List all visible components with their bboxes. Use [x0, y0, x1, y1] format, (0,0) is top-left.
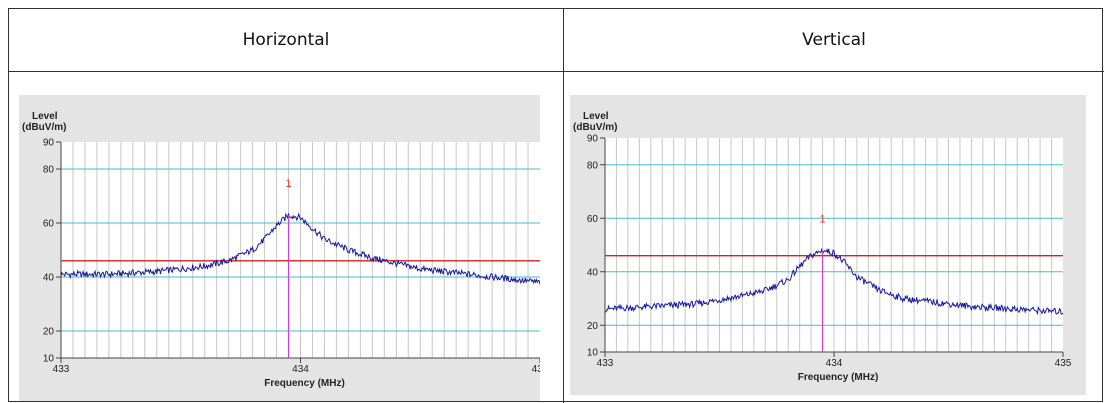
header-divider — [9, 71, 1104, 72]
x-axis-label: Frequency (MHz) — [798, 372, 879, 383]
y-axis-label: Level — [583, 111, 609, 122]
x-tick-label: 433 — [53, 364, 70, 375]
y-tick-label: 40 — [43, 273, 55, 284]
horizontal-chart: 1 10 20 40 60 80 90 433 434 435 Level(dBuV/m) Frequ… — [19, 95, 540, 401]
x-tick-label: 435 — [532, 364, 540, 375]
marker-label: 1 — [285, 178, 291, 190]
results-table: Horizontal Vertical 1 10 20 40 60 80 90 433 434 4… — [8, 8, 1104, 403]
y-axis-unit: (dBuV/m) — [22, 122, 66, 133]
x-tick-label: 433 — [597, 358, 614, 369]
x-tick-label: 434 — [292, 364, 309, 375]
header-horizontal: Horizontal — [242, 30, 330, 50]
y-axis-label: Level — [32, 111, 58, 122]
column-divider — [563, 9, 564, 403]
y-tick-label: 90 — [587, 134, 599, 145]
y-tick-label: 60 — [43, 219, 55, 230]
marker-label: 1 — [819, 213, 825, 225]
measurement-trace — [604, 247, 1064, 316]
y-tick-label: 10 — [43, 354, 55, 365]
y-tick-label: 20 — [587, 321, 599, 332]
x-tick-label: 434 — [826, 358, 843, 369]
y-tick-label: 20 — [43, 327, 55, 338]
header-vertical: Vertical — [802, 30, 866, 50]
y-axis-unit: (dBuV/m) — [573, 122, 617, 133]
x-axis-label: Frequency (MHz) — [264, 378, 345, 389]
y-tick-label: 80 — [587, 160, 599, 171]
y-tick-label: 90 — [43, 138, 55, 149]
x-tick-label: 435 — [1055, 358, 1072, 369]
y-tick-label: 60 — [587, 214, 599, 225]
measurement-trace — [60, 212, 540, 285]
vertical-chart: 1 10 20 40 60 80 90 433 434 435 Level(dBuV/m) Frequ… — [570, 95, 1086, 395]
y-tick-label: 40 — [587, 267, 599, 278]
y-tick-label: 80 — [43, 165, 55, 176]
y-tick-label: 10 — [587, 348, 599, 359]
